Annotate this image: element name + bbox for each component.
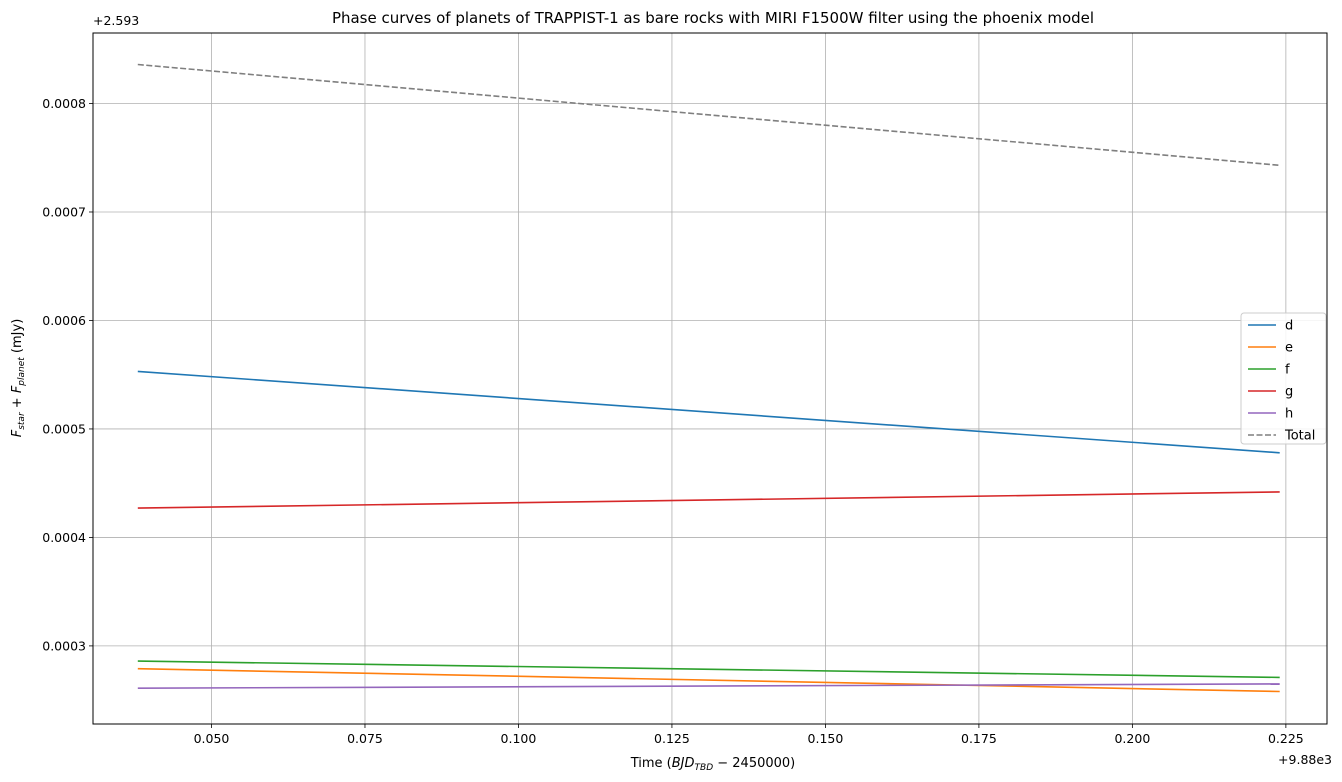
chart-title: Phase curves of planets of TRAPPIST-1 as…	[332, 9, 1094, 27]
series-line-g	[137, 491, 1280, 509]
x-tick-label: 0.200	[1114, 731, 1150, 746]
series-line-d	[137, 370, 1280, 454]
plot-frame	[92, 32, 1328, 725]
y-tick-label: 0.0008	[42, 96, 86, 111]
series-line-f	[137, 660, 1280, 679]
plot-lines	[137, 63, 1280, 693]
x-tick-label: 0.100	[501, 731, 537, 746]
axis-ticks: 0.050 0.075 0.100 0.125 0.150 0.175 0.200 0.225…	[42, 96, 1304, 746]
legend-label-d: d	[1285, 319, 1293, 334]
legend-label-h: h	[1285, 407, 1293, 422]
y-tick-label: 0.0007	[42, 204, 86, 219]
legend-label-e: e	[1285, 341, 1293, 356]
y-offset-label: +2.593	[93, 13, 139, 28]
x-tick-label: 0.150	[808, 731, 844, 746]
legend-label-total: Total	[1284, 429, 1315, 444]
x-tick-label: 0.175	[961, 731, 997, 746]
x-offset-label: +9.88e3	[1278, 752, 1332, 767]
legend-label-g: g	[1285, 385, 1293, 400]
x-tick-label: 0.225	[1268, 731, 1304, 746]
y-tick-label: 0.0003	[42, 638, 86, 653]
y-tick-label: 0.0005	[42, 421, 86, 436]
legend-box	[1240, 312, 1327, 445]
legend-label-f: f	[1285, 363, 1290, 378]
grid	[93, 33, 1327, 724]
x-tick-label: 0.125	[654, 731, 690, 746]
x-tick-label: 0.075	[347, 731, 383, 746]
y-axis-label: Fstar + Fplanet (mJy)	[10, 319, 27, 438]
series-line-total	[137, 63, 1280, 167]
y-tick-label: 0.0004	[42, 530, 86, 545]
series-line-e	[137, 667, 1280, 693]
x-tick-label: 0.050	[194, 731, 230, 746]
series-line-h	[137, 683, 1280, 690]
x-axis-label: Time (BJDTBD − 2450000)	[630, 756, 796, 773]
y-tick-label: 0.0006	[42, 313, 86, 328]
